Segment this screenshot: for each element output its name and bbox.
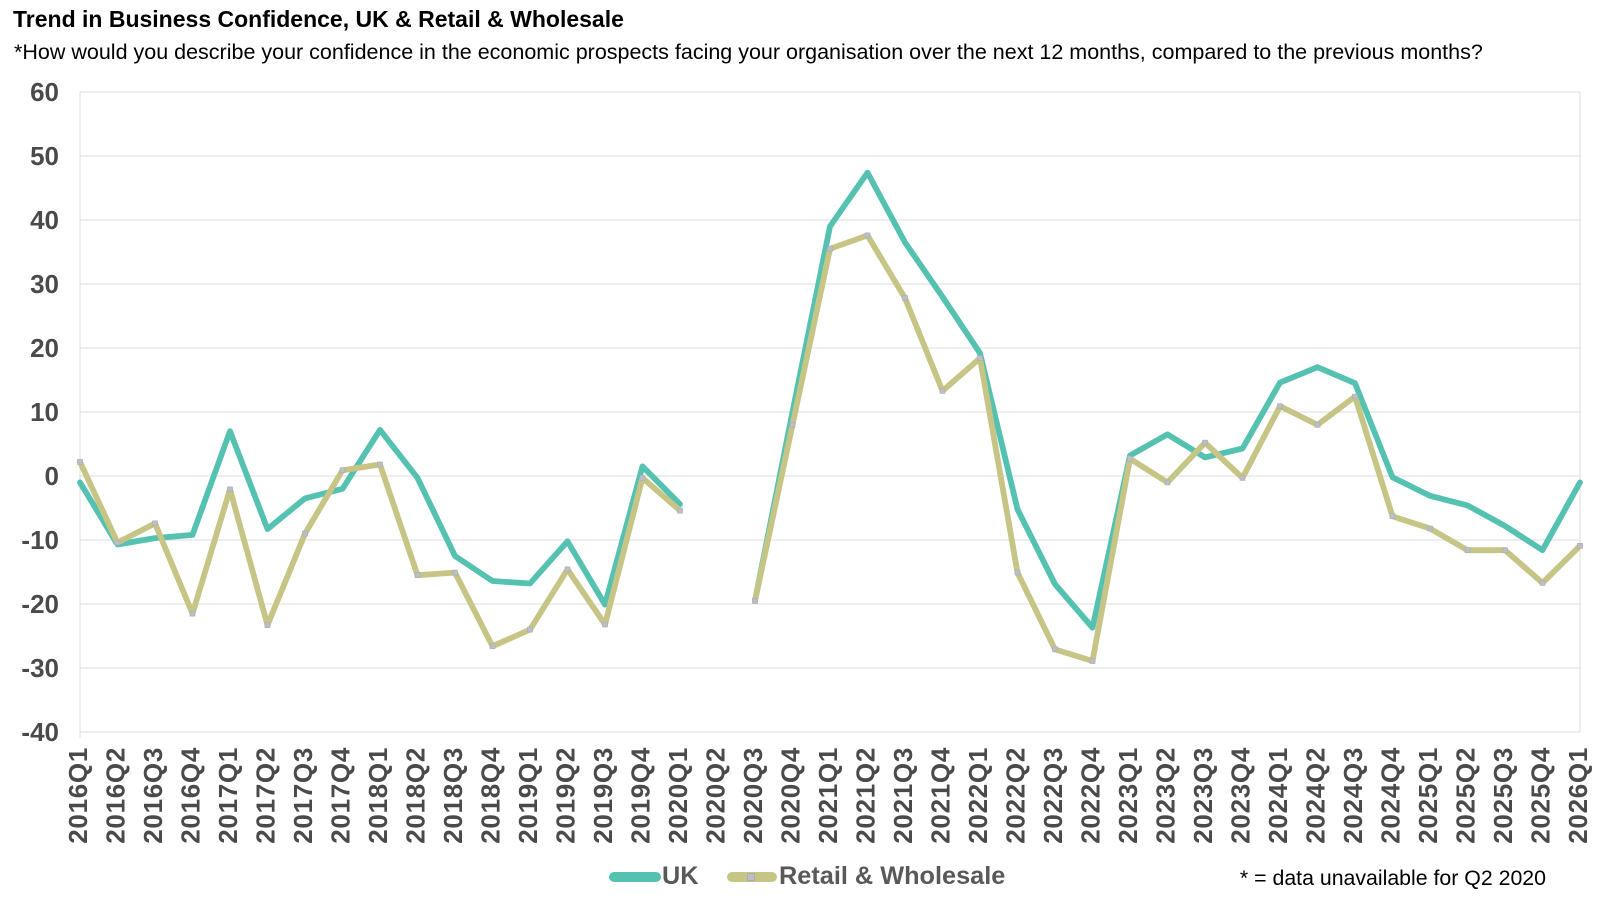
svg-text:2025Q2: 2025Q2 [1451, 747, 1481, 844]
svg-text:2018Q3: 2018Q3 [438, 747, 468, 844]
svg-text:2019Q1: 2019Q1 [513, 747, 543, 844]
svg-text:2016Q2: 2016Q2 [101, 747, 131, 844]
svg-text:2020Q2: 2020Q2 [701, 747, 731, 844]
svg-text:2021Q2: 2021Q2 [851, 747, 881, 844]
svg-text:2017Q2: 2017Q2 [251, 747, 281, 844]
svg-text:2020Q4: 2020Q4 [776, 747, 806, 844]
svg-text:2022Q4: 2022Q4 [1076, 747, 1106, 844]
svg-text:2022Q3: 2022Q3 [1038, 747, 1068, 844]
svg-text:2021Q1: 2021Q1 [813, 747, 843, 844]
svg-text:2018Q2: 2018Q2 [401, 747, 431, 844]
svg-text:2017Q4: 2017Q4 [326, 747, 356, 844]
svg-text:2018Q1: 2018Q1 [363, 747, 393, 844]
svg-text:2025Q4: 2025Q4 [1526, 747, 1556, 844]
svg-text:2022Q2: 2022Q2 [1001, 747, 1031, 844]
svg-text:2026Q1: 2026Q1 [1563, 747, 1593, 844]
svg-text:2024Q1: 2024Q1 [1263, 747, 1293, 844]
svg-text:2021Q3: 2021Q3 [888, 747, 918, 844]
svg-text:2023Q3: 2023Q3 [1188, 747, 1218, 844]
svg-text:2024Q2: 2024Q2 [1301, 747, 1331, 844]
svg-text:2017Q1: 2017Q1 [213, 747, 243, 844]
svg-text:2020Q3: 2020Q3 [738, 747, 768, 844]
svg-text:2018Q4: 2018Q4 [476, 747, 506, 844]
svg-text:2024Q3: 2024Q3 [1338, 747, 1368, 844]
svg-text:2017Q3: 2017Q3 [288, 747, 318, 844]
svg-text:2022Q1: 2022Q1 [963, 747, 993, 844]
svg-text:2023Q1: 2023Q1 [1113, 747, 1143, 844]
svg-text:2023Q4: 2023Q4 [1226, 747, 1256, 844]
svg-text:2019Q4: 2019Q4 [626, 747, 656, 844]
svg-text:2016Q1: 2016Q1 [63, 747, 93, 844]
svg-text:2016Q4: 2016Q4 [176, 747, 206, 844]
svg-text:2019Q3: 2019Q3 [588, 747, 618, 844]
svg-text:2025Q3: 2025Q3 [1488, 747, 1518, 844]
svg-text:2024Q4: 2024Q4 [1376, 747, 1406, 844]
svg-text:2023Q2: 2023Q2 [1151, 747, 1181, 844]
svg-text:2025Q1: 2025Q1 [1413, 747, 1443, 844]
svg-text:2016Q3: 2016Q3 [138, 747, 168, 844]
svg-text:2020Q1: 2020Q1 [663, 747, 693, 844]
svg-text:2019Q2: 2019Q2 [551, 747, 581, 844]
svg-text:2021Q4: 2021Q4 [926, 747, 956, 844]
